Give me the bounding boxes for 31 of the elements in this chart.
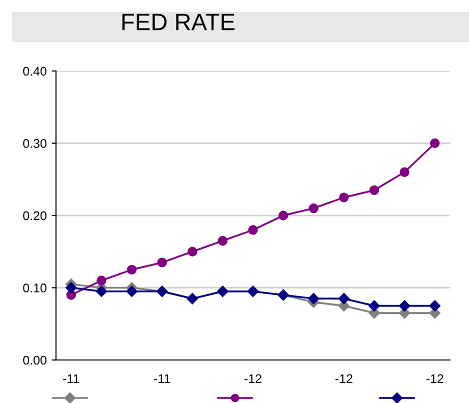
y-tick-label: 0.30 [23,139,46,148]
point [398,300,410,312]
point [66,282,77,294]
point [157,258,167,268]
point [96,276,106,286]
point [218,236,228,246]
y-tick-label: 0.10 [23,284,46,292]
x-tick-label: -12 [426,374,444,383]
x-tick-label: -11 [63,374,80,383]
x-tick-label: -11 [154,374,170,383]
y-tick-label: 0.20 [23,211,46,220]
y-tick-label: 0.40 [23,66,46,76]
point [429,300,440,312]
point [369,185,380,196]
point [126,264,137,275]
point [400,167,410,178]
point [368,300,380,312]
chart-title: FED RATE [122,14,234,30]
x-tick-label: -12 [244,374,262,383]
point [430,138,440,148]
point [96,286,108,297]
point [278,210,288,220]
point [338,292,350,304]
point [339,192,349,202]
x-tick-label: -12 [335,374,352,383]
point [188,246,198,256]
y-tick-label: 0.00 [23,356,46,365]
point [308,203,318,214]
point [126,286,138,297]
point [308,292,320,304]
point [248,225,258,235]
